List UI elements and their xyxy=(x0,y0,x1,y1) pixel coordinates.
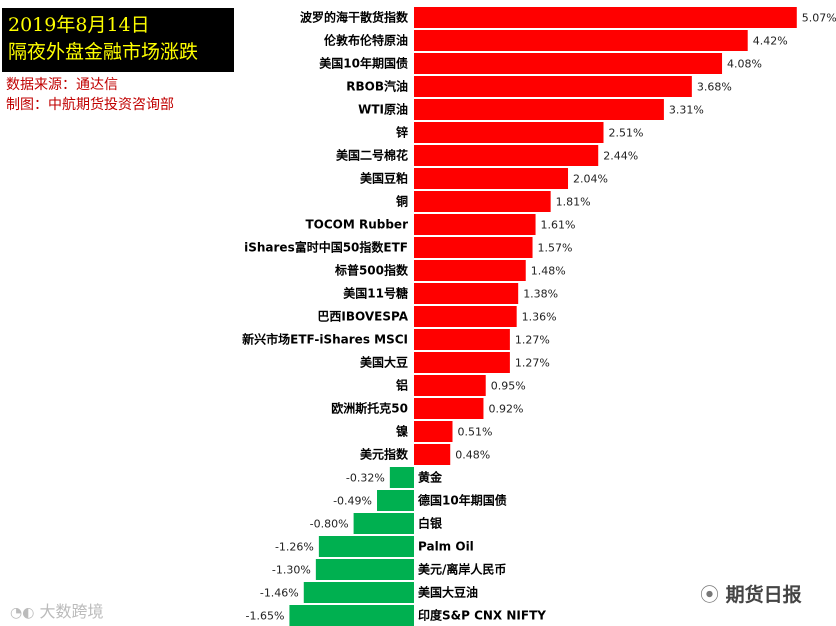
category-label: 伦敦布伦特原油 xyxy=(324,33,408,48)
data-label: 1.27% xyxy=(515,334,550,347)
data-label: 0.92% xyxy=(488,403,523,416)
watermark-right-text: 期货日报 xyxy=(725,584,802,606)
category-label: 标普500指数 xyxy=(334,263,409,278)
bar xyxy=(414,329,510,350)
data-label: -1.46% xyxy=(260,587,299,600)
bar xyxy=(414,145,599,166)
category-label: 新兴市场ETF-iShares MSCI xyxy=(242,332,408,347)
category-label: 铝 xyxy=(396,378,408,393)
data-label: 4.08% xyxy=(727,58,762,71)
category-label: 美国11号糖 xyxy=(343,286,408,301)
data-label: 1.81% xyxy=(556,196,591,209)
bar xyxy=(414,214,536,235)
category-label: 欧洲斯托克50 xyxy=(331,401,408,416)
category-label: 德国10年期国债 xyxy=(418,493,507,508)
data-label: 1.48% xyxy=(531,265,566,278)
chart-producer: 制图：中航期货投资咨询部 xyxy=(6,97,174,113)
bar xyxy=(353,513,414,534)
bar xyxy=(414,352,510,373)
category-label: TOCOM Rubber xyxy=(305,218,408,232)
bar xyxy=(377,490,414,511)
data-label: 0.51% xyxy=(458,426,493,439)
category-label: 美国大豆油 xyxy=(418,585,478,600)
watermark-right: ⦿ 期货日报 xyxy=(700,580,802,607)
category-label: 镍 xyxy=(396,424,408,439)
category-label: 美国10年期国债 xyxy=(319,56,408,71)
chart-date: 2019年8月14日 xyxy=(8,14,150,36)
bar xyxy=(414,76,692,97)
data-label: 0.48% xyxy=(455,449,490,462)
bar xyxy=(414,260,526,281)
category-label: iShares富时中国50指数ETF xyxy=(244,240,408,255)
bar xyxy=(414,398,484,419)
category-label: 黄金 xyxy=(418,470,443,485)
watermark-logo-icon: ◔◐ xyxy=(10,605,35,621)
bar xyxy=(414,375,486,396)
category-label: 锌 xyxy=(396,125,408,140)
bar xyxy=(414,168,569,189)
watermark-left-text: 大数跨境 xyxy=(39,602,104,621)
category-label: 美元指数 xyxy=(360,447,409,462)
data-label: -0.80% xyxy=(310,518,349,531)
bar xyxy=(414,444,451,465)
category-label: 美国二号棉花 xyxy=(336,148,408,163)
data-label: 2.44% xyxy=(603,150,638,163)
category-label: 美国豆粕 xyxy=(360,171,408,186)
watermark-left: ◔◐ 大数跨境 xyxy=(10,598,104,622)
category-label: 美国大豆 xyxy=(360,355,408,370)
bar xyxy=(414,283,519,304)
data-label: -1.30% xyxy=(272,564,311,577)
data-label: 0.95% xyxy=(491,380,526,393)
category-label: RBOB汽油 xyxy=(346,79,408,94)
data-label: 2.04% xyxy=(573,173,608,186)
data-label: 3.31% xyxy=(669,104,704,117)
wechat-icon: ⦿ xyxy=(700,584,720,606)
data-label: 1.61% xyxy=(541,219,576,232)
data-label: 1.57% xyxy=(538,242,573,255)
bar xyxy=(414,53,723,74)
bar xyxy=(414,191,551,212)
data-source: 数据来源：通达信 xyxy=(6,77,118,93)
data-label: -1.65% xyxy=(246,610,285,623)
data-label: 3.68% xyxy=(697,81,732,94)
bar xyxy=(414,421,453,442)
bar xyxy=(289,605,414,626)
data-label: -0.49% xyxy=(333,495,372,508)
data-label: 1.36% xyxy=(522,311,557,324)
data-label: 1.38% xyxy=(523,288,558,301)
category-label: 铜 xyxy=(396,194,408,209)
bar xyxy=(318,536,414,557)
bar xyxy=(414,99,664,120)
bar xyxy=(414,306,517,327)
chart-title: 隔夜外盘金融市场涨跌 xyxy=(8,41,199,63)
category-label: 巴西IBOVESPA xyxy=(317,310,408,324)
data-label: -1.26% xyxy=(275,541,314,554)
category-label: 印度S&P CNX NIFTY xyxy=(418,608,546,623)
data-label: 4.42% xyxy=(753,35,788,48)
category-label: 白银 xyxy=(418,516,443,531)
bar xyxy=(389,467,414,488)
category-label: Palm Oil xyxy=(418,540,474,554)
category-label: 美元/离岸人民币 xyxy=(418,562,506,577)
category-label: WTI原油 xyxy=(358,102,408,117)
bar xyxy=(414,122,604,143)
bar xyxy=(414,237,533,258)
bar xyxy=(303,582,414,603)
data-label: 1.27% xyxy=(515,357,550,370)
data-label: -0.32% xyxy=(346,472,385,485)
bar xyxy=(315,559,414,580)
bar xyxy=(414,30,748,51)
data-label: 2.51% xyxy=(609,127,644,140)
category-label: 波罗的海干散货指数 xyxy=(300,10,409,25)
data-label: 5.07% xyxy=(802,12,836,25)
title-box: 2019年8月14日 隔夜外盘金融市场涨跌 xyxy=(2,8,234,72)
bar xyxy=(414,7,797,28)
